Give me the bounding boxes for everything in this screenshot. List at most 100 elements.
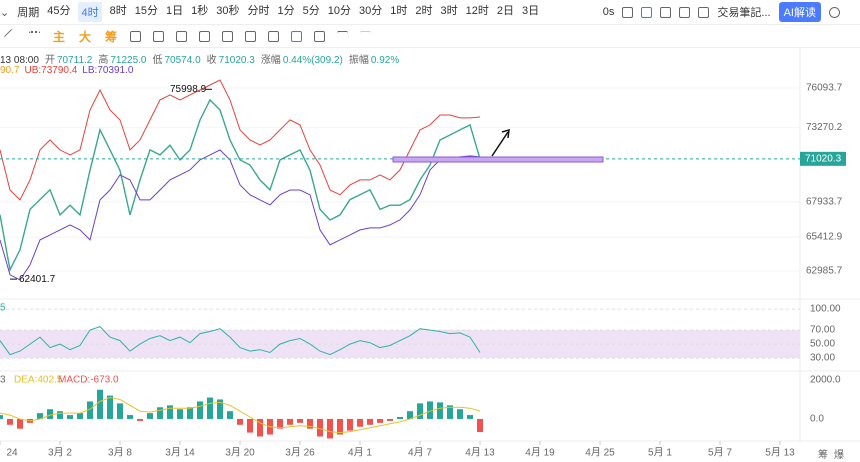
boll-value: UB:73790.4 <box>24 65 78 76</box>
period[interactable]: 2时 <box>415 5 433 17</box>
tool-3[interactable] <box>176 30 188 42</box>
menu-icon[interactable]: ⌄ <box>0 6 10 19</box>
delete-tool[interactable] <box>314 30 326 42</box>
price-line <box>0 79 481 201</box>
macd-bar <box>127 415 133 419</box>
period[interactable]: 1日 <box>165 5 184 17</box>
macd-bar <box>17 418 23 429</box>
x-tick-label: 24 <box>6 448 18 459</box>
macd-bar <box>467 415 473 419</box>
period[interactable]: 3时 <box>440 5 458 17</box>
period[interactable]: 10分 <box>327 5 351 17</box>
period[interactable]: 1秒 <box>191 5 209 17</box>
footer-button[interactable]: 筹 <box>818 450 828 461</box>
notes[interactable]: 交易筆記... <box>717 7 771 19</box>
dea-label: DEA:402.5 <box>14 375 63 386</box>
boll-info: 90.7 UB:73790.4 LB:70391.0 <box>0 65 138 76</box>
low-label: 62401.7 <box>19 274 56 285</box>
macd-bar <box>147 413 153 419</box>
macd-bar <box>67 415 73 419</box>
x-tick-label: 3月 14 <box>165 447 195 459</box>
info-value: 0.44%(309.2) <box>282 55 343 66</box>
periods-label[interactable]: 周期 <box>17 7 40 19</box>
link-icon[interactable] <box>829 6 840 18</box>
info-value: 0.92% <box>370 55 400 66</box>
period-toolbar: ⌄ 周期 45分 4时 8时 15分 1日 1秒 30秒 分时 1分 5分 10分 30分 1时 2时 3时… <box>0 0 860 25</box>
info-label: 高 <box>98 55 109 66</box>
period[interactable]: 4时 <box>78 2 102 22</box>
x-tick-label: 4月 25 <box>585 447 615 459</box>
period[interactable]: 30秒 <box>216 5 240 17</box>
camera-icon[interactable] <box>622 6 634 18</box>
macd-bar <box>37 413 43 419</box>
ai-button[interactable]: AI解读 <box>778 2 821 22</box>
price-line <box>0 98 481 272</box>
macd-bar <box>217 399 223 419</box>
indicator-button[interactable]: 大 <box>79 29 92 44</box>
macd-bar <box>227 411 233 419</box>
x-tick-label: 3月 2 <box>48 447 72 459</box>
macd-bar <box>307 418 313 429</box>
more-tool[interactable] <box>29 30 40 42</box>
macd-bar <box>287 418 293 425</box>
y-tick-label: 73270.2 <box>806 122 843 133</box>
pen-icon[interactable] <box>641 6 653 18</box>
macd-value-label: MACD:-673.0 <box>58 375 119 386</box>
x-tick-label: 5月 13 <box>765 447 795 459</box>
period[interactable]: 12时 <box>465 5 489 17</box>
tool-2[interactable] <box>153 30 165 42</box>
tool-4[interactable] <box>199 30 211 42</box>
y-tick-label: 65412.9 <box>806 232 843 243</box>
chart: 76093.7 73270.2 67933.7 65412.9 62985.7 71020… <box>0 48 860 459</box>
tool-6[interactable] <box>245 30 257 42</box>
gear-icon[interactable] <box>679 6 691 18</box>
period[interactable]: 1时 <box>390 5 408 17</box>
period[interactable]: 1分 <box>277 5 295 17</box>
period[interactable]: 8时 <box>109 5 127 17</box>
period[interactable]: 3日 <box>521 5 540 17</box>
undo[interactable] <box>337 30 349 42</box>
last-price-label: 71020.3 <box>805 153 842 164</box>
footer-button[interactable]: 爆 <box>834 450 844 461</box>
x-tick-label: 5月 1 <box>648 447 672 459</box>
layout-icon[interactable] <box>698 6 710 18</box>
macd-bar <box>397 417 403 419</box>
period[interactable]: 30分 <box>358 5 383 17</box>
high-label: 75998.9 <box>170 84 207 95</box>
ohlc-info: 13 08:00 开 70711.2 高 71225.0 低 70574.0 收 71020.3… <box>0 51 399 66</box>
macd-bar <box>257 418 263 437</box>
period[interactable]: 45分 <box>47 5 71 17</box>
period[interactable]: 分时 <box>247 5 270 17</box>
period[interactable]: 5分 <box>302 5 320 17</box>
timer[interactable]: 0s <box>602 6 615 18</box>
tool-1[interactable] <box>130 30 142 42</box>
period[interactable]: 15分 <box>134 5 158 17</box>
macd-bar <box>117 403 123 419</box>
filter-tool[interactable] <box>291 30 303 42</box>
redo[interactable] <box>360 30 372 42</box>
macd-bar <box>297 418 303 423</box>
y-tick-label: 100.00 <box>810 304 841 315</box>
period[interactable]: 2日 <box>496 5 514 17</box>
line-tool[interactable] <box>3 28 20 44</box>
drawn-arrow <box>491 131 509 157</box>
y-tick-label: 30.00 <box>810 353 835 364</box>
macd-bar <box>247 418 253 433</box>
macd-bar <box>107 395 113 419</box>
indicator-button[interactable]: 主 <box>53 29 66 44</box>
tool-7[interactable] <box>268 30 280 42</box>
x-tick-label: 4月 19 <box>525 447 555 459</box>
macd-bar <box>177 409 183 419</box>
tool-5[interactable] <box>222 30 234 42</box>
macd-bar <box>0 415 3 419</box>
info-label: 低 <box>152 55 163 66</box>
macd-label: 3 <box>0 375 6 386</box>
y-tick-label: 0.0 <box>810 414 824 425</box>
macd-bar <box>417 403 423 419</box>
macd-bar <box>447 405 453 419</box>
indicator-button[interactable]: 筹 <box>105 29 118 44</box>
share-icon[interactable] <box>660 6 672 18</box>
y-tick-label: 62985.7 <box>806 266 843 277</box>
boll-value: LB:70391.0 <box>82 65 134 76</box>
